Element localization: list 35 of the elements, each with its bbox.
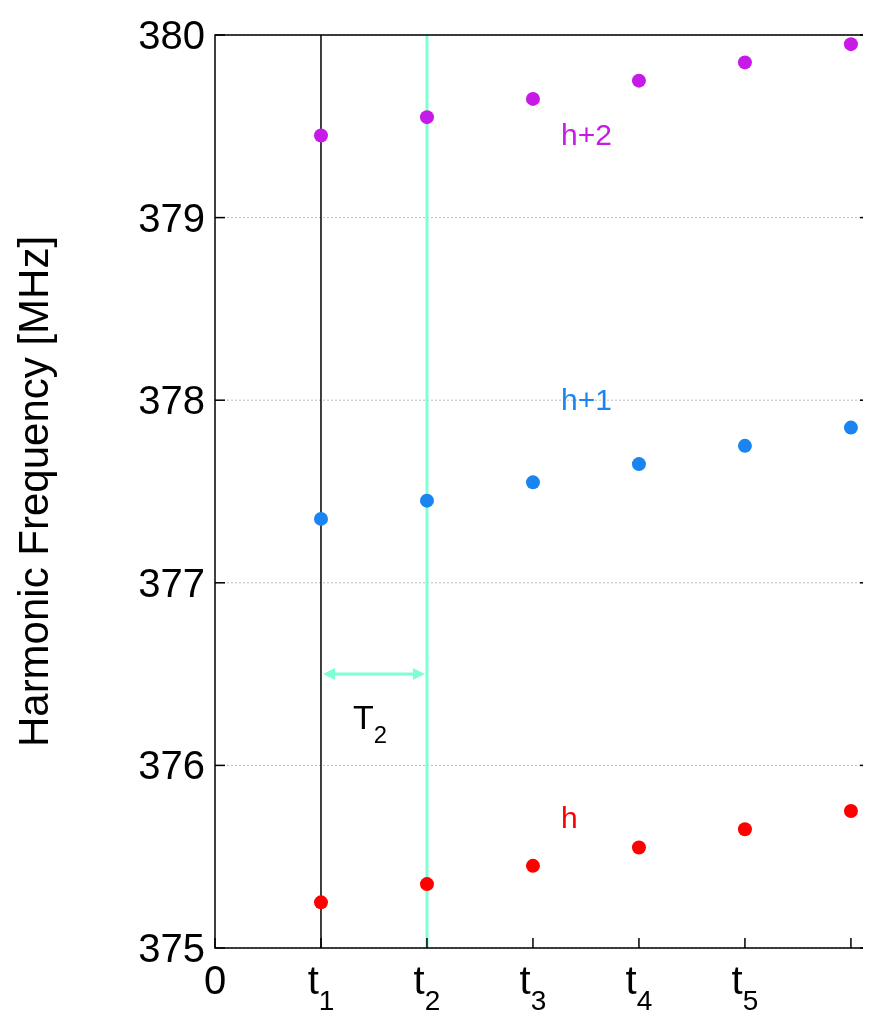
y-axis-title: Harmonic Frequency [MHz]: [10, 235, 57, 748]
point: [525, 475, 540, 490]
x-tick-label: t$_{1}$: [307, 958, 335, 1016]
y-tick-label: 379: [138, 195, 205, 240]
y-tick-label: 376: [138, 743, 205, 788]
point: [843, 804, 858, 819]
point: [313, 128, 328, 143]
point: [525, 91, 540, 106]
series-label: h: [560, 800, 578, 834]
point: [631, 73, 646, 88]
point: [631, 840, 646, 855]
x-tick-label: t$_{2}$: [413, 958, 441, 1016]
x-tick-label: 0: [203, 958, 227, 1002]
y-tick-label: 378: [138, 378, 205, 423]
y-tick-label: 380: [138, 13, 205, 57]
series-label: h+2: [560, 117, 612, 151]
annotation: T$_{2}$: [352, 698, 387, 748]
point: [843, 37, 858, 52]
point: [419, 877, 434, 892]
point: [843, 420, 858, 435]
point: [737, 55, 752, 70]
series-label: h+1: [560, 383, 612, 417]
point: [737, 822, 752, 837]
point: [737, 438, 752, 453]
point: [419, 493, 434, 508]
x-tick-label: t$_{4}$: [625, 958, 653, 1016]
point: [313, 511, 328, 526]
point: [631, 457, 646, 472]
y-tick-label: 377: [138, 560, 205, 605]
x-tick-label: t$_{5}$: [731, 958, 759, 1016]
y-tick-label: 375: [138, 926, 205, 970]
point: [525, 858, 540, 873]
point: [313, 895, 328, 910]
x-tick-label: t$_{3}$: [519, 958, 547, 1016]
point: [419, 110, 434, 125]
